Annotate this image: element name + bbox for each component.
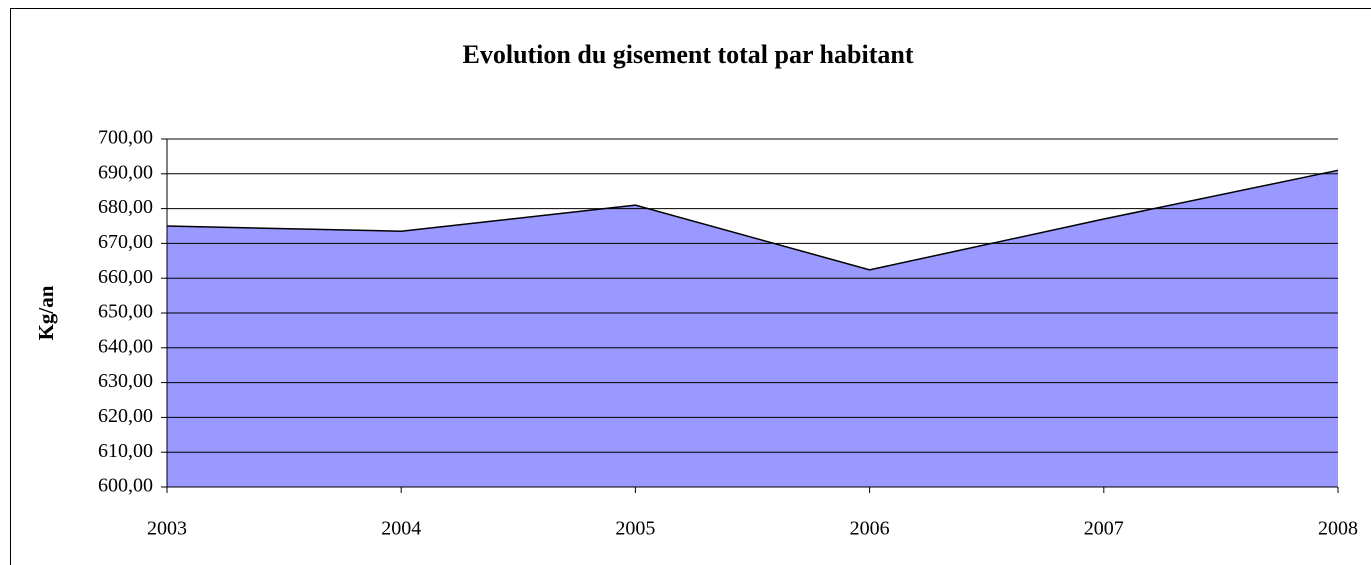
- x-tick-label: 2003: [147, 518, 187, 540]
- x-tick-label: 2008: [1318, 518, 1358, 540]
- x-tick-label: 2005: [615, 518, 655, 540]
- x-tick-label: 2004: [381, 518, 421, 540]
- chart-title: Evolution du gisement total par habitant: [463, 40, 914, 69]
- x-tick-label: 2006: [850, 518, 890, 540]
- y-tick-label: 690,00: [98, 161, 153, 183]
- y-tick-label: 650,00: [98, 301, 153, 323]
- y-axis-label: Kg/an: [34, 285, 58, 340]
- y-tick-label: 630,00: [98, 370, 153, 392]
- y-tick-label: 620,00: [98, 405, 153, 427]
- y-tick-label: 610,00: [98, 440, 153, 462]
- area-line: [166, 169, 1339, 271]
- y-tick-label: 600,00: [98, 475, 153, 497]
- y-tick-label: 670,00: [98, 231, 153, 253]
- y-tick-label: 680,00: [98, 196, 153, 218]
- x-tick-label: 2007: [1084, 518, 1124, 540]
- area-fill: [167, 170, 1338, 487]
- y-tick-label: 660,00: [98, 266, 153, 288]
- y-tick-label: 640,00: [98, 335, 153, 357]
- y-tick-label: 700,00: [98, 127, 153, 149]
